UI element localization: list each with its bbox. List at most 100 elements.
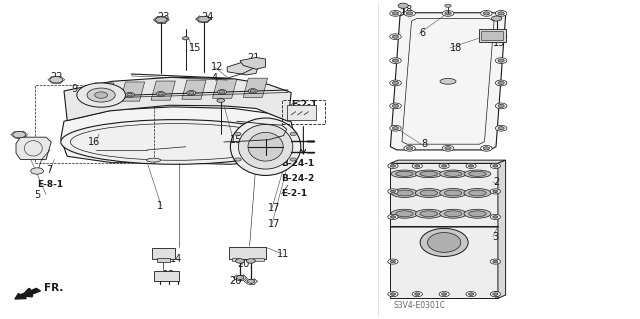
Circle shape	[495, 58, 507, 63]
Text: 18: 18	[19, 137, 31, 147]
Circle shape	[390, 165, 396, 167]
Circle shape	[290, 158, 296, 161]
Text: 16: 16	[88, 137, 100, 147]
Text: 24: 24	[202, 11, 214, 22]
Ellipse shape	[440, 209, 467, 218]
Polygon shape	[120, 82, 145, 101]
Circle shape	[439, 163, 449, 168]
Ellipse shape	[444, 211, 462, 217]
Ellipse shape	[428, 233, 461, 252]
Text: 20: 20	[237, 259, 249, 269]
Text: 18: 18	[401, 4, 413, 15]
Ellipse shape	[391, 170, 418, 178]
Ellipse shape	[391, 189, 418, 197]
Circle shape	[156, 92, 165, 96]
Circle shape	[406, 147, 413, 150]
Circle shape	[466, 163, 476, 168]
Bar	[232, 258, 239, 261]
Circle shape	[442, 293, 447, 295]
Circle shape	[236, 259, 244, 263]
Text: 19: 19	[493, 38, 505, 48]
Circle shape	[495, 125, 507, 131]
Text: 18: 18	[450, 43, 462, 53]
Circle shape	[127, 93, 132, 96]
Text: B-24-2: B-24-2	[282, 174, 315, 183]
Text: 11: 11	[276, 249, 289, 259]
Circle shape	[481, 11, 492, 16]
Polygon shape	[240, 57, 266, 69]
Circle shape	[406, 12, 413, 15]
Circle shape	[490, 259, 500, 264]
Circle shape	[390, 58, 401, 63]
Ellipse shape	[238, 124, 292, 169]
Ellipse shape	[420, 171, 438, 176]
Circle shape	[392, 81, 399, 85]
Ellipse shape	[444, 171, 462, 176]
Circle shape	[445, 12, 451, 15]
Bar	[229, 247, 266, 259]
Circle shape	[493, 260, 498, 263]
Circle shape	[490, 292, 500, 297]
Ellipse shape	[248, 132, 283, 161]
Circle shape	[97, 94, 102, 97]
Circle shape	[442, 11, 454, 16]
Text: 1: 1	[157, 201, 163, 211]
Bar	[481, 31, 503, 40]
Circle shape	[445, 147, 451, 150]
Text: 6: 6	[419, 28, 426, 39]
Circle shape	[388, 189, 398, 194]
Ellipse shape	[415, 209, 442, 218]
Bar	[287, 105, 316, 120]
Ellipse shape	[464, 189, 491, 197]
Text: 15: 15	[189, 43, 201, 53]
Circle shape	[77, 83, 125, 107]
Bar	[35, 85, 154, 163]
Circle shape	[468, 165, 474, 167]
Bar	[157, 258, 170, 262]
Circle shape	[388, 292, 398, 297]
Bar	[253, 258, 264, 261]
Circle shape	[189, 92, 194, 94]
Ellipse shape	[468, 190, 486, 196]
Text: 15: 15	[230, 135, 243, 145]
Polygon shape	[227, 60, 259, 75]
Circle shape	[498, 35, 504, 38]
Circle shape	[95, 93, 104, 98]
Text: 2: 2	[493, 177, 499, 187]
Circle shape	[415, 165, 420, 167]
Circle shape	[442, 165, 447, 167]
Circle shape	[13, 131, 26, 138]
Text: 14: 14	[170, 254, 182, 264]
Circle shape	[235, 132, 241, 136]
Ellipse shape	[468, 171, 486, 176]
Circle shape	[498, 104, 504, 108]
Circle shape	[31, 168, 44, 174]
Circle shape	[248, 89, 257, 93]
Circle shape	[466, 292, 476, 297]
Text: 23: 23	[157, 11, 169, 22]
Ellipse shape	[396, 211, 413, 217]
Circle shape	[412, 163, 422, 168]
Ellipse shape	[440, 78, 456, 84]
Text: 3: 3	[493, 232, 499, 242]
Circle shape	[445, 4, 451, 7]
Circle shape	[481, 145, 492, 151]
Ellipse shape	[420, 228, 468, 256]
Circle shape	[404, 11, 415, 16]
Text: 4: 4	[211, 73, 218, 83]
Circle shape	[218, 90, 227, 94]
Circle shape	[198, 16, 209, 22]
Circle shape	[95, 92, 108, 98]
Circle shape	[392, 127, 399, 130]
Circle shape	[498, 59, 504, 62]
Circle shape	[493, 216, 498, 218]
Circle shape	[388, 259, 398, 264]
Circle shape	[493, 165, 498, 167]
Text: 21: 21	[248, 53, 260, 63]
Polygon shape	[498, 160, 506, 298]
Ellipse shape	[396, 190, 413, 196]
Circle shape	[392, 12, 399, 15]
Circle shape	[498, 127, 504, 130]
Circle shape	[495, 11, 507, 16]
Circle shape	[125, 93, 134, 97]
